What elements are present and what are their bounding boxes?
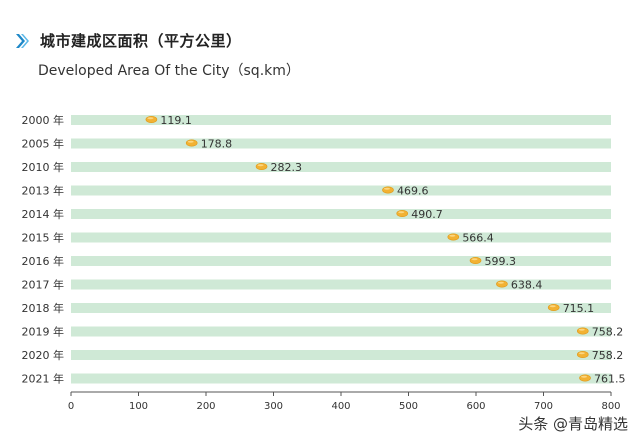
category-label: 2014 年 (22, 207, 65, 221)
bar-track (71, 115, 611, 125)
x-tick-label: 800 (601, 401, 620, 412)
title-row: 城市建成区面积（平方公里） (14, 30, 242, 51)
bar-track (71, 373, 611, 384)
category-label: 2017 年 (22, 278, 65, 292)
data-label: 599.3 (485, 255, 516, 268)
category-label: 2005 年 (22, 137, 65, 151)
data-label: 178.8 (201, 138, 233, 151)
category-label: 2015 年 (22, 231, 65, 245)
data-point-highlight (449, 234, 456, 237)
x-tick-label: 400 (331, 401, 350, 412)
category-label: 2016 年 (22, 254, 65, 268)
chart-subtitle: Developed Area Of the City（sq.km） (38, 63, 300, 79)
data-point-highlight (578, 352, 585, 355)
data-label: 761.5 (594, 373, 626, 386)
data-label: 469.6 (397, 185, 429, 198)
data-label: 490.7 (411, 208, 443, 221)
bar-track (71, 326, 611, 337)
data-point-highlight (147, 117, 154, 120)
category-label: 2020 年 (22, 348, 65, 362)
chevron-right-icon (16, 33, 29, 48)
data-label: 715.1 (563, 302, 595, 315)
data-point-highlight (398, 211, 405, 214)
data-label: 282.3 (271, 161, 303, 174)
bar-track (71, 232, 611, 243)
bar-track (71, 256, 611, 266)
data-label: 566.4 (462, 232, 494, 245)
data-label: 638.4 (511, 279, 543, 292)
chart-title: 城市建成区面积（平方公里） (40, 32, 242, 50)
category-label: 2010 年 (22, 160, 65, 174)
data-point-highlight (581, 375, 588, 378)
data-label: 758.2 (592, 349, 624, 362)
bar-track (71, 162, 611, 172)
data-point-highlight (383, 187, 390, 190)
x-tick-label: 600 (466, 401, 485, 412)
bar-track (71, 209, 611, 219)
x-tick-label: 300 (264, 401, 283, 412)
x-tick-label: 500 (399, 401, 418, 412)
data-point-highlight (549, 305, 556, 308)
bar-track (71, 350, 611, 360)
x-tick-label: 0 (68, 401, 74, 412)
data-point-highlight (257, 164, 264, 167)
category-label: 2019 年 (22, 325, 65, 339)
x-tick-label: 100 (129, 401, 148, 412)
category-label: 2013 年 (22, 184, 65, 198)
bar-track (71, 185, 611, 196)
data-label: 119.1 (160, 114, 192, 127)
data-point-highlight (187, 140, 194, 143)
category-label: 2021 年 (22, 372, 65, 386)
category-label: 2000 年 (22, 113, 65, 127)
data-point-highlight (497, 281, 504, 284)
x-tick-label: 700 (534, 401, 553, 412)
bar-track (71, 303, 611, 313)
watermark: 头条 @青岛精选 (518, 415, 628, 433)
bar-track (71, 279, 611, 290)
data-label: 758.2 (592, 326, 624, 339)
data-point-highlight (471, 258, 478, 261)
data-point-highlight (578, 328, 585, 331)
category-label: 2018 年 (22, 301, 65, 315)
x-tick-label: 200 (196, 401, 215, 412)
bar-track (71, 138, 611, 149)
